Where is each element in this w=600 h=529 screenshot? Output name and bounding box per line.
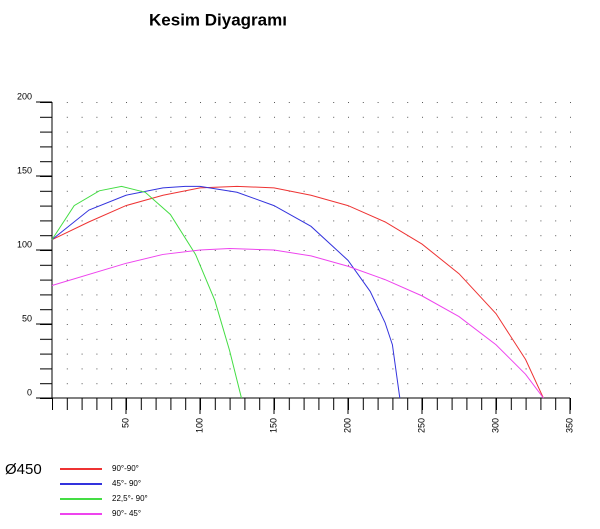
x-tick-label: 300 (490, 418, 500, 433)
legend-label: 45°- 90° (112, 479, 141, 488)
x-tick-label: 50 (120, 418, 130, 428)
legend-title: Ø450 (5, 461, 42, 478)
x-tick-label: 100 (194, 418, 204, 433)
y-tick-label: 150 (17, 165, 32, 175)
grid-dots (53, 102, 571, 398)
legend-label: 90°- 45° (112, 509, 141, 518)
x-minor-ticks (52, 398, 571, 410)
chart-title: Kesim Diyagramı (149, 10, 287, 29)
series-line (51, 185, 544, 399)
x-tick-label: 200 (342, 418, 352, 433)
y-tick-label: 0 (27, 387, 32, 397)
y-tick-label: 200 (17, 91, 32, 101)
legend-label: 22,5°- 90° (112, 494, 148, 503)
legend-label: 90°-90° (112, 464, 139, 473)
series-line (51, 185, 242, 399)
x-tick-label: 250 (416, 418, 426, 433)
x-tick-label: 350 (564, 418, 574, 433)
series-line (51, 248, 544, 399)
x-tick-label: 150 (268, 418, 278, 433)
y-tick-label: 100 (17, 239, 32, 249)
series-line (51, 185, 401, 399)
y-tick-label: 50 (22, 313, 32, 323)
